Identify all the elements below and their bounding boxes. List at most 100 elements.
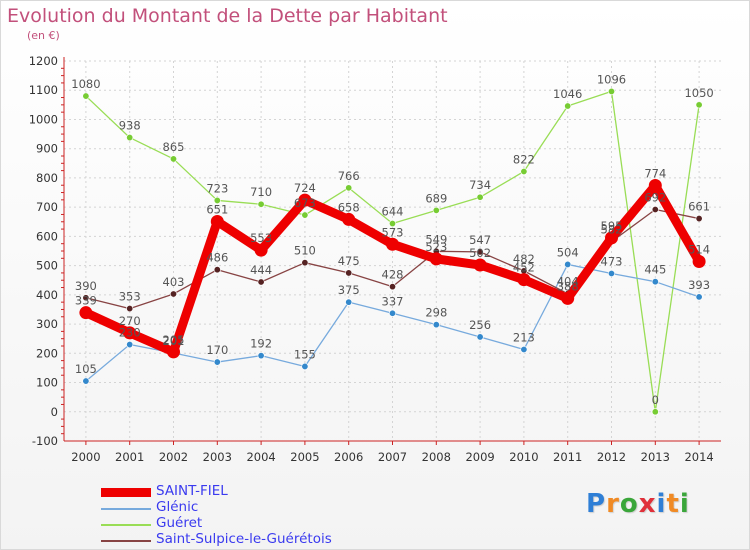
brand-letter: t xyxy=(666,489,680,519)
brand-letter: i xyxy=(679,489,690,519)
series-point-gueret xyxy=(476,193,484,201)
x-tick-label: 2012 xyxy=(597,450,626,464)
data-label-gueret: 689 xyxy=(425,191,447,205)
grid xyxy=(64,60,721,442)
series-point-saint-fiel xyxy=(254,243,268,257)
x-tick-label: 2014 xyxy=(684,450,713,464)
series-point-glenic xyxy=(432,321,440,329)
series-point-saint-sulpice-le-gueretois xyxy=(126,305,134,313)
data-label-saint-sulpice-le-gueretois: 353 xyxy=(119,290,141,304)
data-label-gueret: 1050 xyxy=(684,86,713,100)
data-label-glenic: 256 xyxy=(469,318,491,332)
series-point-glenic xyxy=(126,341,134,349)
data-label-saint-fiel: 270 xyxy=(119,314,141,328)
data-label-saint-fiel: 658 xyxy=(338,200,360,214)
data-label-saint-fiel: 573 xyxy=(382,225,404,239)
legend-item: SAINT-FIEL xyxy=(101,483,401,500)
data-label-glenic: 298 xyxy=(425,306,447,320)
brand-letter: i xyxy=(656,489,667,519)
series-point-gueret xyxy=(82,92,90,100)
data-label-saint-fiel: 514 xyxy=(688,243,710,257)
series-point-gueret xyxy=(564,102,572,110)
data-label-glenic: 192 xyxy=(250,337,272,351)
y-tick-label: 1000 xyxy=(29,112,58,126)
series-point-saint-fiel xyxy=(605,231,618,245)
series-point-gueret xyxy=(301,211,309,219)
y-tick-label: 800 xyxy=(36,171,58,185)
y-tick-label: 400 xyxy=(36,288,58,302)
data-label-saint-fiel: 651 xyxy=(206,202,228,216)
series-point-gueret xyxy=(651,408,659,416)
series-point-gueret xyxy=(170,155,178,163)
series-point-gueret xyxy=(126,134,134,142)
series-point-gueret xyxy=(345,184,353,192)
series-point-saint-fiel xyxy=(517,273,531,287)
legend-swatch xyxy=(101,488,151,497)
series-point-gueret xyxy=(388,220,396,228)
data-label-gueret: 734 xyxy=(469,178,491,192)
data-label-saint-fiel: 388 xyxy=(557,279,579,293)
series-point-saint-sulpice-le-gueretois xyxy=(345,269,353,277)
legend-label: Saint-Sulpice-le-Guérétois xyxy=(156,531,332,547)
data-label-saint-fiel: 339 xyxy=(75,294,97,308)
y-tick-label: 1200 xyxy=(29,54,58,68)
brand-letter: x xyxy=(638,489,657,519)
series-point-glenic xyxy=(82,377,90,385)
series-point-glenic xyxy=(301,362,309,370)
series-point-saint-sulpice-le-gueretois xyxy=(476,248,484,256)
series-point-glenic xyxy=(388,309,396,317)
y-tick-label: -100 xyxy=(32,434,58,448)
series-point-gueret xyxy=(695,101,703,109)
series-point-glenic xyxy=(345,298,353,306)
axes: -100 0 100 200 300 400 500 600 700 800 900 1000 1100… xyxy=(29,54,721,464)
data-label-glenic: 504 xyxy=(557,245,579,259)
series-point-glenic xyxy=(213,358,221,366)
series-point-saint-fiel xyxy=(298,193,312,207)
series-point-saint-fiel xyxy=(342,212,356,226)
y-tick-label: 700 xyxy=(36,200,58,214)
data-label-saint-sulpice-le-gueretois: 549 xyxy=(425,232,447,246)
data-label-saint-sulpice-le-gueretois: 403 xyxy=(163,275,185,289)
data-label-glenic: 337 xyxy=(382,294,404,308)
y-tick-label: 0 xyxy=(51,405,58,419)
x-tick-label: 2011 xyxy=(553,450,582,464)
data-label-gueret: 644 xyxy=(382,205,404,219)
x-tick-label: 2001 xyxy=(115,450,144,464)
data-label-glenic: 473 xyxy=(601,255,623,269)
data-label-gueret: 822 xyxy=(513,152,535,166)
data-label-saint-sulpice-le-gueretois: 475 xyxy=(338,254,360,268)
legend-item: Saint-Sulpice-le-Guérétois xyxy=(101,531,401,548)
series-point-saint-fiel xyxy=(386,237,399,251)
data-label-glenic: 445 xyxy=(644,263,666,277)
brand-letter: P xyxy=(586,489,607,519)
data-label-saint-sulpice-le-gueretois: 510 xyxy=(294,244,316,258)
series-point-saint-sulpice-le-gueretois xyxy=(213,266,221,274)
series-layer xyxy=(79,87,706,416)
data-label-saint-fiel: 595 xyxy=(601,219,623,233)
data-label-saint-sulpice-le-gueretois: 692 xyxy=(644,190,666,204)
series-point-glenic xyxy=(476,333,484,341)
legend-label: Glénic xyxy=(156,499,199,515)
data-labels: 1080 938 865 723 710 673 766 644 689 734 822 1046 10… xyxy=(71,72,713,406)
data-label-glenic: 170 xyxy=(206,343,228,357)
y-tick-label: 1100 xyxy=(29,83,58,97)
legend-label: SAINT-FIEL xyxy=(156,483,228,499)
data-label-saint-sulpice-le-gueretois: 582 xyxy=(601,223,623,237)
legend-swatch xyxy=(101,508,151,510)
data-label-gueret: 766 xyxy=(338,169,360,183)
data-label-saint-sulpice-le-gueretois: 444 xyxy=(250,263,272,277)
series-point-gueret xyxy=(607,87,615,95)
data-label-gueret: 938 xyxy=(119,119,141,133)
series-point-saint-fiel xyxy=(561,291,575,305)
data-label-gueret: 1080 xyxy=(71,77,100,91)
x-tick-label: 2007 xyxy=(378,450,407,464)
series-point-saint-sulpice-le-gueretois xyxy=(695,215,703,223)
data-label-saint-sulpice-le-gueretois: 482 xyxy=(513,252,535,266)
x-tick-label: 2005 xyxy=(290,450,319,464)
data-label-gueret: 673 xyxy=(294,196,316,210)
data-label-saint-sulpice-le-gueretois: 390 xyxy=(75,279,97,293)
data-label-saint-sulpice-le-gueretois: 428 xyxy=(382,268,404,282)
series-point-saint-sulpice-le-gueretois xyxy=(388,283,396,291)
